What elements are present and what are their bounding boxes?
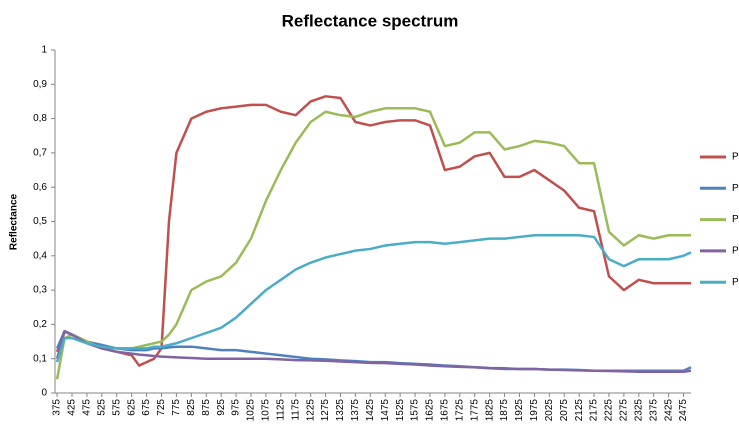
x-tick-label: 1675 xyxy=(440,399,451,422)
x-tick-label: 925 xyxy=(216,399,227,416)
legend-label: PBk7 xyxy=(732,246,739,257)
x-tick-label: 1125 xyxy=(275,399,286,421)
x-tick-label: 775 xyxy=(171,399,182,416)
x-tick-label: 1425 xyxy=(365,399,376,422)
x-tick-label: 2075 xyxy=(559,399,570,422)
x-tick-label: 425 xyxy=(67,399,78,416)
y-tick-label: 1 xyxy=(41,45,47,56)
x-tick-label: 1375 xyxy=(350,399,361,422)
x-tick-label: 1725 xyxy=(454,399,465,422)
x-tick-label: 2325 xyxy=(633,399,644,422)
x-tick-label: 1225 xyxy=(305,399,316,422)
x-tick-label: 1775 xyxy=(469,399,480,422)
y-tick-label: 0,5 xyxy=(33,216,47,227)
x-tick-label: 1325 xyxy=(335,399,346,422)
y-tick-label: 0 xyxy=(41,388,47,399)
y-tick-label: 0,8 xyxy=(33,113,47,124)
x-tick-label: 2225 xyxy=(604,399,615,422)
x-tick-label: 1625 xyxy=(425,399,436,422)
x-tick-label: 2125 xyxy=(574,399,585,422)
legend-label: PBk33 xyxy=(732,277,739,288)
x-tick-label: 1825 xyxy=(484,399,495,422)
x-tick-label: 1875 xyxy=(499,399,510,422)
x-tick-label: 1525 xyxy=(395,399,406,422)
x-tick-label: 1975 xyxy=(529,399,540,422)
x-tick-label: 1575 xyxy=(410,399,421,422)
x-tick-label: 1025 xyxy=(246,399,257,422)
x-tick-label: 525 xyxy=(96,399,107,416)
series-line xyxy=(55,330,692,372)
x-tick-label: 2025 xyxy=(544,399,555,422)
series-line xyxy=(55,233,692,363)
x-tick-label: 875 xyxy=(201,399,212,416)
x-tick-label: 975 xyxy=(231,399,242,416)
y-tick-label: 0,9 xyxy=(33,79,47,90)
x-tick-label: 575 xyxy=(111,399,122,416)
y-tick-label: 0,3 xyxy=(33,285,47,296)
x-tick-label: 1275 xyxy=(320,399,331,422)
x-tick-label: 2175 xyxy=(589,399,600,422)
x-tick-label: 2425 xyxy=(663,399,674,422)
x-tick-label: 2275 xyxy=(619,399,630,422)
chart-title: Reflectance spectrum xyxy=(282,11,459,30)
y-tick-label: 0,2 xyxy=(33,319,47,330)
y-tick-label: 0,6 xyxy=(33,182,47,193)
legend-label: PBk32 xyxy=(732,152,739,163)
y-tick-label: 0,1 xyxy=(33,353,47,364)
y-tick-label: 0,7 xyxy=(33,148,47,159)
x-tick-label: 475 xyxy=(82,399,93,416)
x-tick-label: 1175 xyxy=(290,399,301,421)
y-tick-label: 0,4 xyxy=(33,250,47,261)
x-tick-label: 625 xyxy=(126,399,137,416)
x-tick-label: 2375 xyxy=(648,399,659,422)
series-line xyxy=(55,95,691,367)
series-line xyxy=(55,330,692,373)
x-tick-label: 825 xyxy=(186,399,197,416)
legend-label: PBk11 xyxy=(732,183,739,194)
x-tick-label: 725 xyxy=(156,399,167,416)
x-tick-label: 1475 xyxy=(380,399,391,422)
x-tick-label: 2475 xyxy=(678,399,689,422)
series-line xyxy=(55,107,691,380)
legend-label: PBr29 xyxy=(732,214,739,225)
y-axis-label: Reflectance xyxy=(9,193,20,250)
x-tick-label: 1925 xyxy=(514,399,525,422)
x-tick-label: 1075 xyxy=(261,399,272,422)
x-tick-label: 375 xyxy=(52,399,63,416)
x-tick-label: 675 xyxy=(141,399,152,416)
